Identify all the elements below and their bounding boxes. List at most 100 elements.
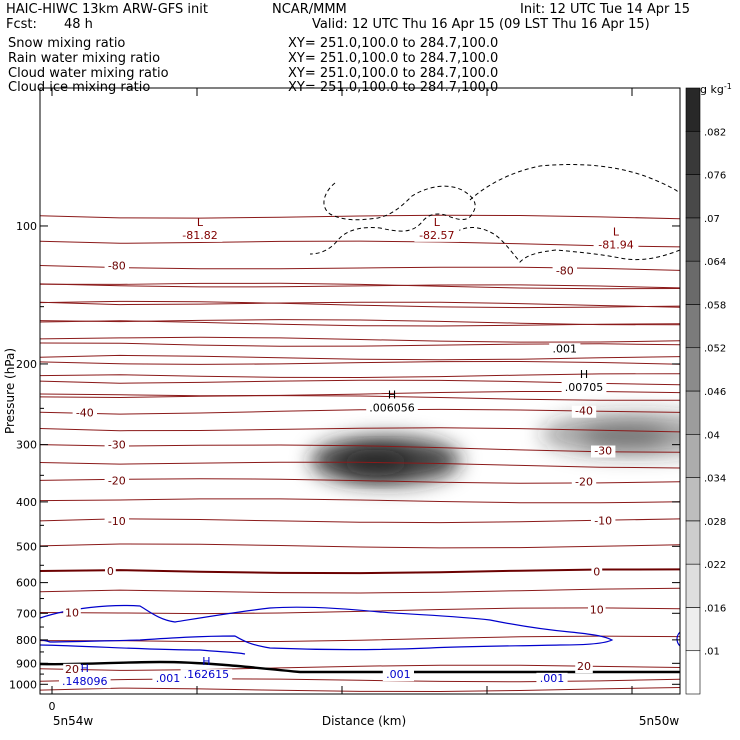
extremum-value-bg	[414, 229, 460, 242]
colorbar-swatch	[685, 477, 701, 522]
isotherm-label-bg	[571, 405, 597, 418]
x-origin-tick: 0	[49, 700, 56, 713]
isotherm-line	[40, 568, 680, 575]
cloud-ice-contour-east	[419, 164, 680, 263]
colorbar-swatch	[685, 607, 701, 652]
isotherm-label-bg	[571, 476, 597, 489]
y-tick-label: 800	[16, 634, 37, 647]
field-xy-cloudwater: XY= 251.0,100.0 to 284.7,100.0	[288, 66, 499, 81]
isotherm-line	[40, 214, 680, 220]
isotherm-line	[40, 320, 680, 327]
y-tick-label: 400	[16, 496, 37, 509]
colorbar-label: .064	[704, 257, 726, 268]
y-tick-label: 500	[16, 540, 37, 553]
isotherm-line	[40, 240, 680, 248]
isotherm-line	[40, 360, 680, 365]
header-init: Init: 12 UTC Tue 14 Apr 15	[520, 2, 691, 17]
colorbar-swatch	[685, 260, 701, 305]
colorbar-swatch	[685, 217, 701, 262]
isotherm-label-bg	[552, 265, 577, 278]
isotherm-line	[40, 373, 680, 379]
cloud-water-contour-lower	[40, 644, 246, 655]
colorbar: .01 .016 .022 .028 .034 .04 .046 .052 .058 .064 .0…	[685, 87, 726, 695]
isotherm-label: -10	[594, 514, 612, 527]
isotherm-label: -80	[556, 264, 574, 277]
isotherm-label-bg	[104, 475, 129, 488]
isotherm-line	[40, 301, 680, 308]
header-fcst-label: Fcst:	[6, 17, 37, 32]
y-tick-label: 100	[16, 220, 37, 233]
colorbar-label: .016	[704, 603, 726, 614]
colorbar-label: .076	[704, 171, 726, 182]
extremum-mark: H	[580, 368, 588, 381]
isotherm-label-bg	[104, 439, 129, 452]
isotherm-label: -20	[575, 475, 593, 488]
contour-label: .001	[553, 342, 578, 355]
extremum-value-bg	[593, 239, 639, 252]
extremum-mark: L	[197, 216, 204, 229]
field-xy-rain: XY= 251.0,100.0 to 284.7,100.0	[288, 51, 499, 66]
extremum-value: -82.57	[419, 229, 454, 242]
contour-label: .001	[156, 672, 181, 685]
isotherm-line	[40, 395, 680, 401]
isotherm-label-bg	[591, 566, 603, 579]
colorbar-swatch	[685, 433, 701, 478]
isotherm-line	[40, 444, 680, 453]
field-xy-snow: XY= 251.0,100.0 to 284.7,100.0	[288, 36, 499, 51]
isotherm-line	[40, 354, 680, 361]
isotherm-line	[40, 300, 680, 309]
isotherm-label: -10	[108, 515, 126, 528]
isotherm-line	[40, 518, 680, 524]
colorbar-swatch	[685, 650, 701, 695]
y-tick-label: 700	[16, 607, 37, 620]
isotherm-label-bg	[575, 661, 593, 674]
colorbar-swatch	[685, 174, 701, 219]
colorbar-label: .082	[704, 127, 726, 138]
isotherm-label: -30	[594, 445, 612, 458]
isotherm-line	[40, 687, 680, 693]
field-name-snow: Snow mixing ratio	[8, 36, 126, 51]
extremum-value-bg	[366, 402, 418, 415]
isotherm-label: 10	[65, 606, 79, 619]
header-title: HAIC-HIWC 13km ARW-GFS init	[6, 2, 208, 17]
extremum-mark: L	[434, 216, 441, 229]
isotherm-label: -80	[108, 260, 126, 273]
isotherm-label-bg	[63, 607, 81, 620]
isotherm-line	[40, 587, 680, 594]
isotherm-label-bg	[591, 445, 616, 458]
extremum-value: .006056	[369, 401, 415, 414]
isotherm-line	[40, 282, 680, 290]
extremum-value-bg	[59, 676, 111, 689]
isotherm-line	[40, 664, 680, 671]
isotherm-line	[40, 336, 680, 343]
colorbar-label: .034	[704, 474, 726, 485]
colorbar-swatch	[685, 563, 701, 608]
plot-frame	[39, 87, 681, 695]
extremum-value: -81.94	[598, 238, 633, 251]
isotherm-line	[40, 543, 680, 549]
extremum-value: -81.82	[182, 229, 217, 242]
isotherm-label: 10	[590, 603, 604, 616]
contour-labels: -80 -80 -40 -40 -30 -30 -20 -20 -10 -10 0 0 10 10 20 20…	[59, 216, 639, 689]
isotherm-line	[40, 461, 680, 469]
cloud-water-contour-upper	[40, 604, 614, 651]
colorbar-swatch	[685, 304, 701, 349]
isotherm-label-bg	[63, 663, 81, 676]
y-tick-label: 300	[16, 439, 37, 452]
isotherm-label-bg	[588, 604, 606, 617]
colorbar-label: .022	[704, 560, 726, 571]
isotherm-line	[40, 678, 680, 683]
isotherm-label: -40	[76, 406, 94, 419]
extremum-value: .00705	[565, 381, 604, 394]
isotherm-line	[40, 342, 680, 347]
colorbar-label: .052	[704, 344, 726, 355]
isotherm-label-bg	[105, 565, 116, 578]
isotherm-label-bg	[104, 515, 129, 528]
y-axis-label: Pressure (hPa)	[3, 348, 17, 434]
extremum-mark: H	[202, 655, 210, 668]
isotherm-label: 0	[593, 565, 600, 578]
extremum-value-bg	[180, 669, 233, 682]
contour-label: .001	[386, 668, 411, 681]
isotherm-line	[40, 498, 680, 504]
